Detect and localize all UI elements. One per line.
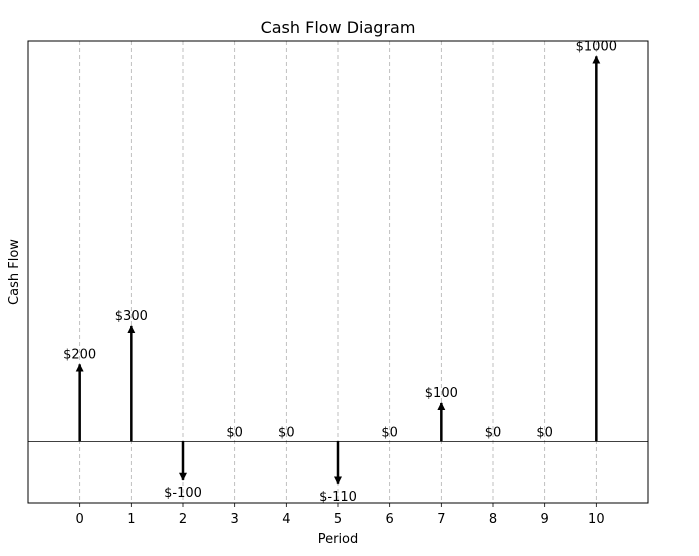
x-tick-label: 1 [127, 512, 135, 527]
grid-lines [79, 41, 597, 503]
x-tick-label: 6 [386, 512, 394, 527]
value-label: $0 [278, 425, 295, 440]
x-tick-label: 3 [231, 512, 239, 527]
value-label: $300 [115, 309, 148, 324]
x-tick-label: 0 [76, 512, 84, 527]
value-label: $-100 [164, 486, 202, 501]
value-label: $100 [425, 386, 458, 401]
value-label: $0 [485, 425, 502, 440]
value-label: $1000 [576, 39, 617, 54]
value-label: $0 [226, 425, 243, 440]
value-label: $0 [536, 425, 553, 440]
cash-flow-arrows [75, 55, 601, 485]
value-label: $-110 [319, 490, 357, 505]
x-tick-label: 4 [282, 512, 290, 527]
y-axis-label: Cash Flow [7, 239, 22, 305]
x-tick-label: 2 [179, 512, 187, 527]
x-tick-label: 10 [588, 512, 605, 527]
x-axis-label: Period [318, 532, 359, 547]
x-tick-label: 9 [541, 512, 549, 527]
value-label: $0 [381, 425, 398, 440]
chart-title: Cash Flow Diagram [261, 18, 416, 37]
value-labels: $200 $300 $-100 $0 $0 $-110 $0 $100 $0 $0 $1000 [63, 39, 617, 504]
x-axis-ticks: 0 1 2 3 4 5 6 7 8 9 10 [76, 503, 605, 527]
x-tick-label: 5 [334, 512, 342, 527]
x-tick-label: 7 [437, 512, 445, 527]
value-label: $200 [63, 347, 96, 362]
x-tick-label: 8 [489, 512, 497, 527]
